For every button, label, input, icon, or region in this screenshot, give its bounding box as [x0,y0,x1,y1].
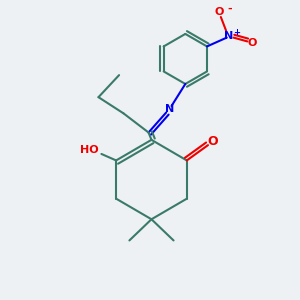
Text: -: - [227,4,232,14]
Text: O: O [247,38,256,48]
Text: O: O [207,135,218,148]
Text: N: N [164,104,174,114]
Text: HO: HO [80,145,99,154]
Text: N: N [224,31,233,41]
Text: O: O [215,7,224,17]
Text: +: + [233,28,240,37]
